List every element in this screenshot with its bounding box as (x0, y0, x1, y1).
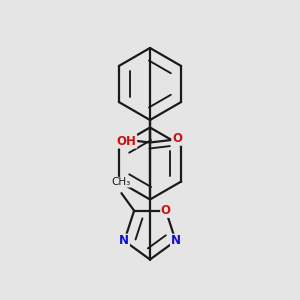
Text: O: O (172, 132, 182, 145)
Text: N: N (171, 234, 181, 247)
Text: O: O (161, 204, 171, 217)
Text: OH: OH (117, 135, 136, 148)
Text: N: N (119, 234, 129, 247)
Text: CH₃: CH₃ (112, 177, 131, 187)
